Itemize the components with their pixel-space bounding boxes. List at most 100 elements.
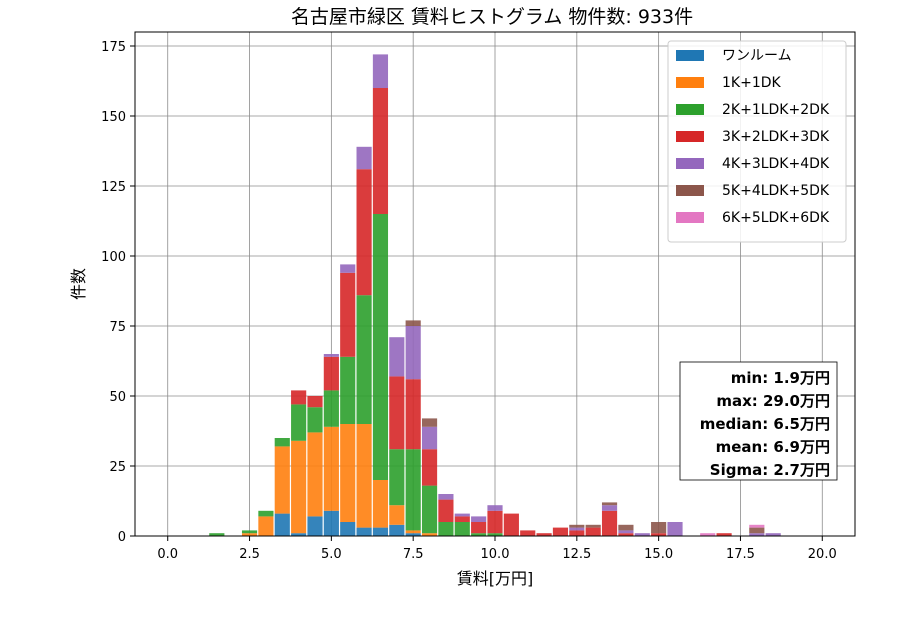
x-tick-label: 2.5 xyxy=(239,547,260,562)
x-tick-label: 7.5 xyxy=(403,547,424,562)
legend-label: 2K+1LDK+2DK xyxy=(722,102,830,118)
bar-segment xyxy=(471,533,487,536)
bar-segment xyxy=(421,426,438,450)
legend-swatch xyxy=(676,131,704,142)
bar-segment xyxy=(241,530,258,534)
bar-segment xyxy=(307,407,323,433)
bar-segment xyxy=(356,295,372,424)
bar-segment xyxy=(274,446,290,514)
bar-segment xyxy=(323,510,339,536)
bar-segment xyxy=(291,404,307,441)
bar-segment xyxy=(241,533,258,536)
bar-segment xyxy=(503,513,519,536)
legend-swatch xyxy=(676,212,704,223)
bar-segment xyxy=(389,524,405,536)
bars xyxy=(209,54,781,536)
bar-segment xyxy=(438,494,454,500)
chart-title: 名古屋市緑区 賃料ヒストグラム 物件数: 933件 xyxy=(291,6,693,28)
bar-segment xyxy=(340,522,356,536)
bar-segment xyxy=(372,54,389,88)
stats-line: Sigma: 2.7万円 xyxy=(710,461,830,479)
bar-segment xyxy=(389,337,405,377)
bar-segment xyxy=(405,449,421,531)
y-tick-label: 100 xyxy=(101,250,126,265)
bar-segment xyxy=(454,513,470,517)
bar-segment xyxy=(421,533,438,536)
y-axis-label: 件数 xyxy=(69,268,88,300)
bar-segment xyxy=(340,272,356,357)
y-tick-label: 125 xyxy=(101,180,126,195)
bar-segment xyxy=(749,524,765,528)
stats-line: median: 6.5万円 xyxy=(700,415,830,433)
bar-segment xyxy=(618,530,634,534)
bar-segment xyxy=(323,426,339,511)
bar-segment xyxy=(651,522,667,534)
bar-segment xyxy=(356,527,372,536)
bar-segment xyxy=(291,440,307,534)
bar-segment xyxy=(700,533,716,536)
x-tick-label: 10.0 xyxy=(481,547,510,562)
bar-segment xyxy=(389,449,405,506)
bar-segment xyxy=(487,505,503,511)
bar-segment xyxy=(389,505,405,525)
bar-segment xyxy=(372,480,389,528)
y-tick-label: 50 xyxy=(109,390,126,405)
bar-segment xyxy=(487,510,503,534)
bar-segment xyxy=(258,510,274,517)
bar-segment xyxy=(618,533,634,536)
bar-segment xyxy=(618,524,634,531)
x-tick-label: 15.0 xyxy=(644,547,673,562)
x-tick-label: 17.5 xyxy=(726,547,755,562)
bar-segment xyxy=(421,449,438,486)
bar-segment xyxy=(552,527,569,536)
bar-segment xyxy=(438,522,454,536)
stats-line: max: 29.0万円 xyxy=(716,392,830,410)
bar-segment xyxy=(372,214,389,480)
x-axis-label: 賃料[万円] xyxy=(457,569,534,588)
bar-segment xyxy=(471,516,487,522)
legend: ワンルーム 1K+1DK 2K+1LDK+2DK 3K+2LDK+3DK 4K+3LDK… xyxy=(667,40,847,243)
bar-segment xyxy=(520,530,536,536)
x-tick-label: 12.5 xyxy=(562,547,591,562)
legend-frame xyxy=(667,40,847,243)
legend-label: ワンルーム xyxy=(722,48,792,64)
x-axis-ticks: 0.0 2.5 5.0 7.5 10.0 12.5 15.0 17.5 20.0 xyxy=(157,536,837,562)
bar-segment xyxy=(323,354,339,357)
bar-segment xyxy=(749,533,765,536)
legend-label: 5K+4LDK+5DK xyxy=(722,183,830,199)
y-tick-label: 150 xyxy=(101,110,126,125)
legend-label: 4K+3LDK+4DK xyxy=(722,156,830,172)
legend-swatch xyxy=(676,104,704,115)
bar-segment xyxy=(356,146,372,170)
stats-box: min: 1.9万円 max: 29.0万円 median: 6.5万円 mean: … xyxy=(679,361,838,481)
bar-segment xyxy=(323,356,339,391)
bar-segment xyxy=(536,533,552,536)
bar-segment xyxy=(569,530,585,536)
y-tick-label: 175 xyxy=(101,40,126,55)
bar-segment xyxy=(258,516,274,536)
bar-segment xyxy=(405,530,421,534)
bar-segment xyxy=(405,326,421,380)
bar-segment xyxy=(749,527,765,534)
bar-segment xyxy=(765,533,781,536)
legend-label: 3K+2LDK+3DK xyxy=(722,129,830,145)
bar-segment xyxy=(569,524,585,528)
x-tick-label: 0.0 xyxy=(157,547,178,562)
bar-segment xyxy=(405,320,421,326)
legend-label: 6K+5LDK+6DK xyxy=(722,210,830,226)
bar-segment xyxy=(274,513,290,536)
bar-segment xyxy=(307,432,323,517)
bar-segment xyxy=(438,499,454,522)
bar-segment xyxy=(569,527,585,531)
legend-swatch xyxy=(676,77,704,88)
stats-line: mean: 6.9万円 xyxy=(716,438,830,456)
bar-segment xyxy=(356,424,372,528)
stats-frame xyxy=(679,361,838,481)
legend-swatch xyxy=(676,50,704,61)
bar-segment xyxy=(307,396,323,408)
legend-label: 1K+1DK xyxy=(722,75,782,91)
bar-segment xyxy=(585,527,601,536)
bar-segment xyxy=(340,356,356,424)
bar-segment xyxy=(323,390,339,427)
